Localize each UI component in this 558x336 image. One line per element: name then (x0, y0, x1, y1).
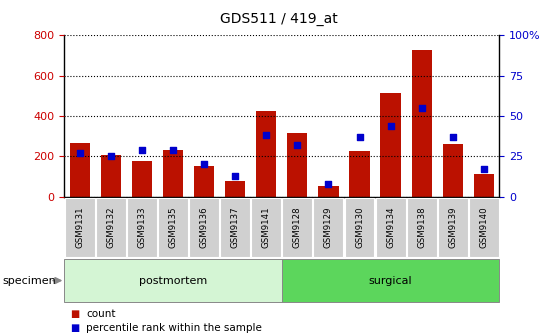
Point (107, 154, 116, 159)
Text: GSM9137: GSM9137 (230, 207, 239, 248)
Text: GSM9133: GSM9133 (137, 207, 146, 248)
Point (324, 181, 333, 186)
Bar (412, 50, 432, 197)
Bar (100, 155, 121, 197)
Text: GSM9128: GSM9128 (293, 207, 302, 248)
Bar (287, 133, 307, 197)
Bar (132, 161, 152, 197)
Bar (349, 151, 369, 197)
Bar (381, 93, 401, 197)
Text: count: count (86, 309, 116, 319)
Text: GSM9138: GSM9138 (417, 207, 426, 248)
Text: ■: ■ (70, 309, 79, 319)
Bar (256, 111, 276, 197)
Point (386, 123, 395, 128)
Point (355, 134, 364, 139)
Text: GSM9134: GSM9134 (386, 207, 395, 248)
Text: GSM9136: GSM9136 (200, 207, 209, 248)
Text: GDS511 / 419_at: GDS511 / 419_at (220, 12, 338, 26)
Text: GSM9130: GSM9130 (355, 207, 364, 248)
Bar (225, 181, 246, 197)
Point (293, 142, 302, 148)
Point (448, 134, 457, 139)
Text: percentile rank within the sample: percentile rank within the sample (86, 323, 262, 333)
Text: postmortem: postmortem (139, 276, 207, 286)
Text: GSM9141: GSM9141 (262, 207, 271, 248)
Bar (194, 166, 214, 197)
Text: GSM9131: GSM9131 (75, 207, 84, 248)
Text: GSM9129: GSM9129 (324, 207, 333, 248)
Text: surgical: surgical (369, 276, 412, 286)
Bar (70, 143, 90, 197)
Point (169, 147, 177, 153)
Text: ■: ■ (70, 323, 79, 333)
Bar (442, 144, 463, 197)
Text: specimen: specimen (3, 276, 56, 286)
Text: GSM9132: GSM9132 (107, 207, 116, 248)
Bar (318, 186, 339, 197)
Text: GSM9139: GSM9139 (448, 207, 457, 248)
Bar (474, 174, 494, 197)
Bar (163, 150, 183, 197)
Point (200, 162, 209, 167)
Point (137, 147, 146, 153)
Point (230, 173, 239, 178)
Point (262, 133, 271, 138)
Point (75, 150, 84, 156)
Text: GSM9140: GSM9140 (479, 207, 488, 248)
Point (479, 166, 488, 172)
Point (417, 105, 426, 111)
Text: GSM9135: GSM9135 (169, 207, 177, 248)
